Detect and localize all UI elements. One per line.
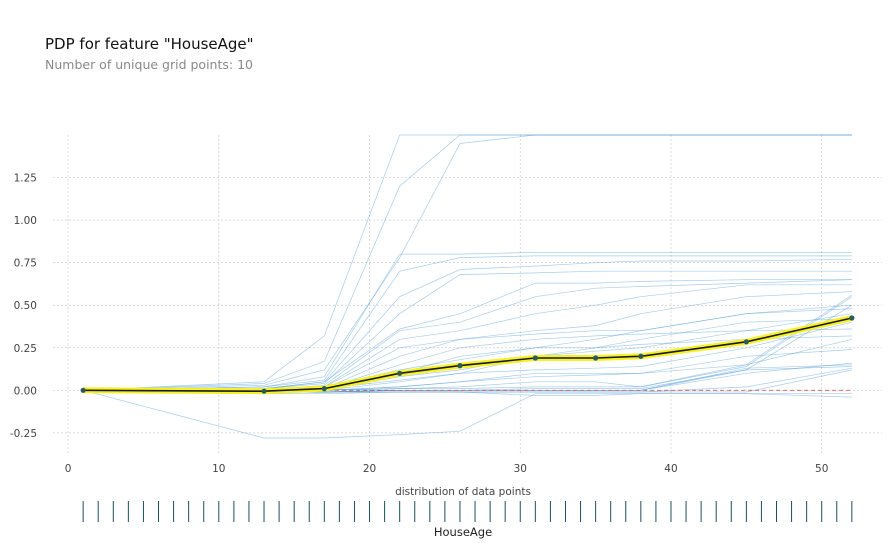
x-tick-label: 50 [815,463,828,475]
ice-line [83,318,852,391]
distribution-caption: distribution of data points [395,486,531,498]
pdp-point [397,370,403,376]
ice-line [83,284,852,391]
ice-line [83,134,852,391]
y-tick-label: 1.00 [14,215,37,227]
y-tick-label: 0.00 [14,385,37,397]
y-tick-label: 0.75 [14,258,37,270]
pdp-line [83,317,853,393]
ice-line [83,255,852,391]
pdp-point [593,355,599,361]
grid-layer [53,135,882,455]
y-tick-label: -0.25 [10,428,37,440]
pdp-point [261,388,267,394]
ice-line [83,313,852,391]
pdp-point [532,355,538,361]
x-tick-label: 40 [664,463,677,475]
x-tick-label: 10 [212,463,225,475]
x-axis-label: HouseAge [434,525,492,539]
x-tick-label: 0 [65,463,72,475]
pdp-line-group [80,315,855,395]
ice-line [83,134,852,391]
x-tick-label: 20 [363,463,376,475]
ice-line [83,258,852,391]
pdp-point [321,386,327,392]
ice-line [83,270,852,391]
y-tick-label: 1.25 [14,173,37,185]
y-tick-label: 0.50 [14,300,37,312]
ice-line [83,279,852,391]
pdp-point [80,387,86,393]
pdp-point [638,353,644,359]
ice-line [83,252,852,391]
chart-subtitle: Number of unique grid points: 10 [45,57,253,72]
ice-line [83,134,852,391]
pdp-point [457,363,463,369]
ice-line [83,389,852,398]
tick-labels: 0 10 20 30 40 50 -0.25 0.00 0.25 0.50 0.75 1.00 1.25 [10,173,829,475]
pdp-point [743,339,749,345]
chart-title: PDP for feature "HouseAge" [45,35,254,53]
ice-line [83,304,853,393]
y-tick-label: 0.25 [14,343,37,355]
ice-line [83,389,852,439]
x-tick-label: 30 [514,463,527,475]
ice-line [83,279,852,391]
distribution-rug [82,501,853,522]
pdp-point [849,315,855,321]
